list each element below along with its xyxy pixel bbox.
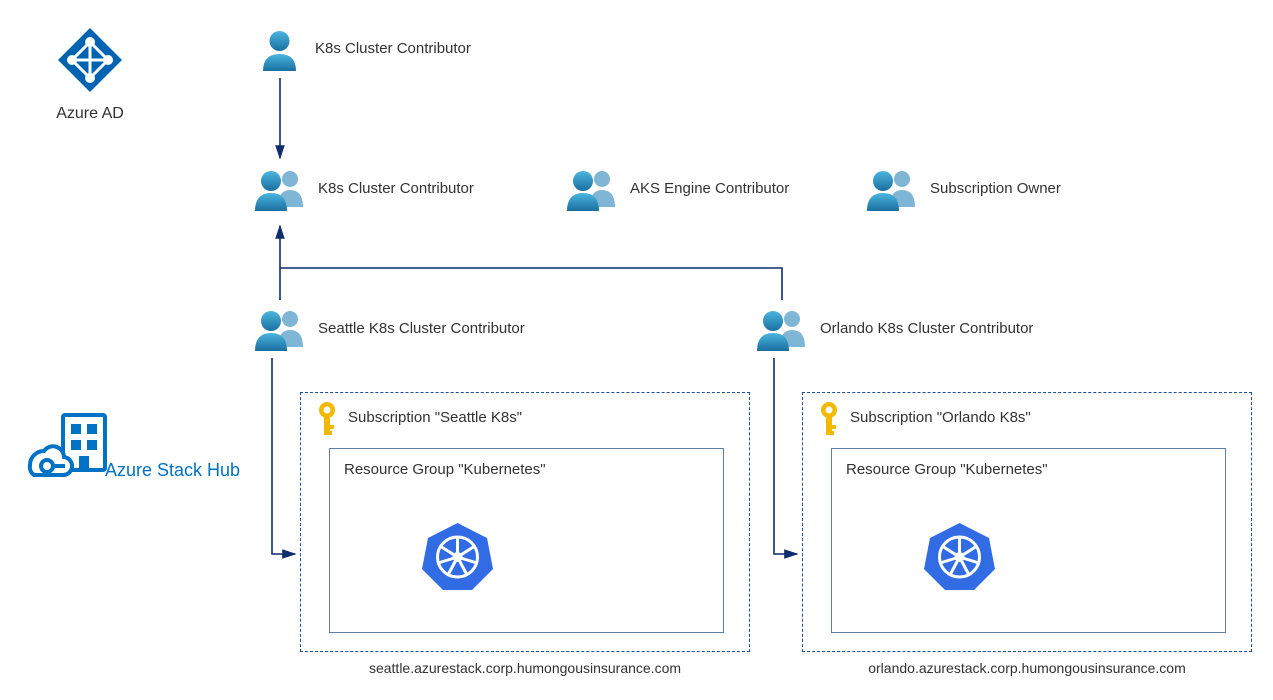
azure-ad-block: Azure AD [45,25,135,123]
user-k8s-contributor-top-label: K8s Cluster Contributor [315,40,471,57]
orlando-url: orlando.azurestack.corp.humongousinsuran… [802,660,1252,676]
azure-ad-icon [55,25,125,95]
kubernetes-icon [922,519,997,598]
group-k8s-contributor-label: K8s Cluster Contributor [318,180,474,197]
group-seattle-contributor [253,305,308,357]
group-orlando-contributor-label: Orlando K8s Cluster Contributor [820,320,1033,337]
kubernetes-icon [420,519,495,598]
group-aks-contributor [565,165,620,217]
key-icon [313,401,341,439]
user-group-icon [755,305,810,353]
orlando-resource-group-box: Resource Group "Kubernetes" [831,448,1226,633]
azure-stack-hub-icon [25,410,110,485]
orlando-subscription-title: Subscription "Orlando K8s" [850,409,1031,426]
group-subscription-owner-label: Subscription Owner [930,180,1061,197]
user-icon [257,27,302,72]
azure-ad-label: Azure AD [45,105,135,123]
key-icon [815,401,843,439]
user-group-icon [565,165,620,213]
seattle-resource-group-box: Resource Group "Kubernetes" [329,448,724,633]
group-k8s-contributor [253,165,308,217]
user-group-icon [253,305,308,353]
azure-stack-hub-label: Azure Stack Hub [105,460,240,481]
seattle-subscription-box: Subscription "Seattle K8s" Resource Grou… [300,392,750,652]
group-seattle-contributor-label: Seattle K8s Cluster Contributor [318,320,525,337]
group-subscription-owner [865,165,920,217]
orlando-resource-group-label: Resource Group "Kubernetes" [846,461,1048,478]
orlando-subscription-box: Subscription "Orlando K8s" Resource Grou… [802,392,1252,652]
seattle-resource-group-label: Resource Group "Kubernetes" [344,461,546,478]
user-group-icon [865,165,920,213]
azure-stack-hub-block [25,410,110,489]
seattle-url: seattle.azurestack.corp.humongousinsuran… [300,660,750,676]
seattle-subscription-title: Subscription "Seattle K8s" [348,409,522,426]
group-orlando-contributor [755,305,810,357]
group-aks-contributor-label: AKS Engine Contributor [630,180,789,197]
user-k8s-contributor-top [257,27,302,76]
user-group-icon [253,165,308,213]
